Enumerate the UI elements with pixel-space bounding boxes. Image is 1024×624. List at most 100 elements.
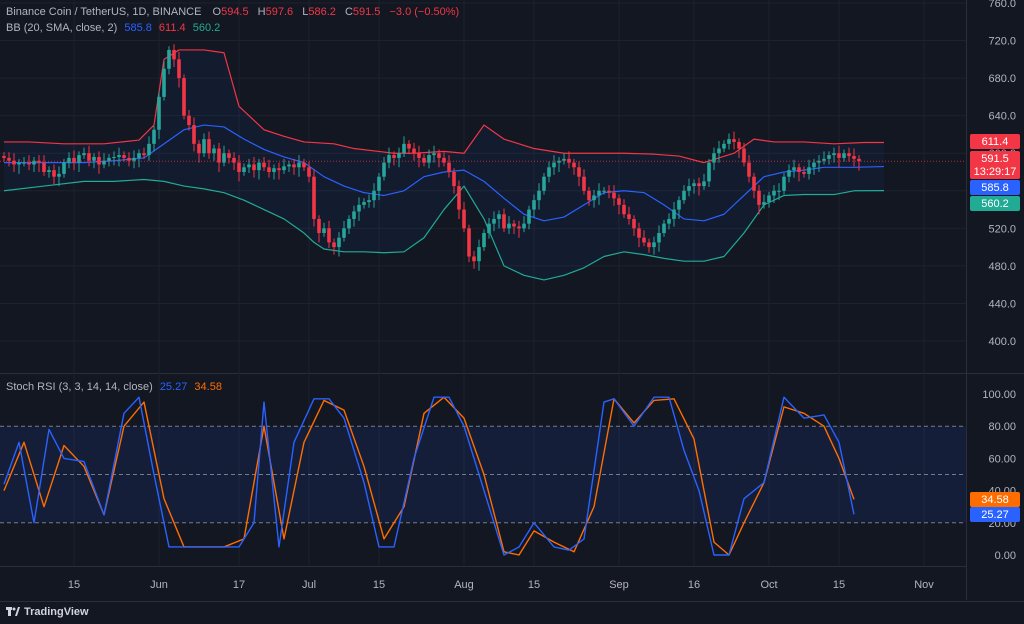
candle-body bbox=[762, 202, 766, 205]
stoch-d-tag: 34.58 bbox=[970, 492, 1020, 507]
candle-body bbox=[197, 143, 201, 154]
candle-body bbox=[827, 155, 831, 159]
last-price-tag-bg bbox=[970, 151, 1020, 179]
candle-body bbox=[237, 162, 241, 172]
time-tick-label: 16 bbox=[688, 579, 700, 591]
close-value: 591.5 bbox=[352, 6, 381, 18]
time-tick-label: 15 bbox=[68, 579, 80, 591]
candle-body bbox=[87, 153, 91, 161]
candle-body bbox=[2, 156, 6, 158]
candle-body bbox=[452, 172, 456, 187]
candle-body bbox=[277, 168, 281, 171]
candle-body bbox=[442, 157, 446, 163]
stoch-rsi-label: Stoch RSI (3, 3, 14, 14, close) bbox=[6, 381, 153, 393]
candle-body bbox=[582, 176, 586, 191]
candle-body bbox=[307, 167, 311, 177]
bb-legend: BB (20, SMA, close, 2) 585.8 611.4 560.2 bbox=[6, 21, 220, 35]
last-price-tag-text: 591.5 bbox=[981, 153, 1009, 165]
candle-body bbox=[32, 160, 36, 165]
candle-body bbox=[832, 153, 836, 156]
candle-body bbox=[402, 143, 406, 154]
candle-body bbox=[717, 148, 721, 154]
candle-body bbox=[372, 190, 376, 201]
tradingview-brand[interactable]: TradingView bbox=[6, 606, 89, 618]
candle-body bbox=[597, 190, 601, 196]
candle-body bbox=[802, 172, 806, 174]
candle-body bbox=[67, 157, 71, 163]
candle-body bbox=[607, 190, 611, 193]
candle-body bbox=[42, 162, 46, 172]
price-tick-label: 440.0 bbox=[988, 298, 1016, 310]
candle-body bbox=[257, 162, 261, 171]
price-tick-label: 400.0 bbox=[988, 336, 1016, 348]
candle-body bbox=[182, 78, 186, 116]
stoch-d-value: 34.58 bbox=[194, 381, 222, 393]
basis-tag-text: 585.8 bbox=[981, 182, 1009, 194]
candle-body bbox=[642, 237, 646, 243]
candle-body bbox=[7, 157, 11, 161]
candle-body bbox=[542, 176, 546, 191]
candle-body bbox=[12, 160, 16, 165]
candle-body bbox=[547, 167, 551, 177]
candle-body bbox=[477, 247, 481, 262]
price-tick-label: 520.0 bbox=[988, 223, 1016, 235]
stoch-d-tag-text: 34.58 bbox=[981, 494, 1009, 506]
candle-body bbox=[617, 198, 621, 205]
price-tick-label: 760.0 bbox=[988, 0, 1016, 10]
lower-band-tag: 560.2 bbox=[970, 196, 1020, 211]
low-label: L bbox=[302, 6, 309, 18]
candle-body bbox=[682, 190, 686, 201]
candle-body bbox=[667, 218, 671, 224]
candle-body bbox=[202, 139, 206, 154]
candle-body bbox=[487, 223, 491, 234]
candle-body bbox=[567, 158, 571, 163]
candles-group bbox=[2, 44, 861, 271]
open-value: 594.5 bbox=[221, 6, 249, 18]
candle-body bbox=[437, 153, 441, 158]
symbol-legend: Binance Coin / TetherUS, 1D, BINANCE O59… bbox=[6, 5, 459, 19]
stoch-k-value: 25.27 bbox=[159, 381, 188, 393]
candle-body bbox=[592, 195, 596, 201]
time-tick-label: 15 bbox=[528, 579, 540, 591]
candle-body bbox=[662, 223, 666, 234]
candle-body bbox=[737, 141, 741, 149]
candle-body bbox=[532, 200, 536, 210]
candle-body bbox=[337, 237, 341, 248]
candle-body bbox=[587, 190, 591, 201]
candle-body bbox=[472, 256, 476, 262]
price-tick-label: 480.0 bbox=[988, 261, 1016, 273]
candle-body bbox=[172, 49, 176, 60]
candle-body bbox=[792, 167, 796, 171]
candle-body bbox=[392, 155, 396, 158]
candle-body bbox=[162, 68, 166, 97]
candle-body bbox=[447, 162, 451, 172]
stoch-k-tag-text: 25.27 bbox=[981, 509, 1009, 521]
candle-body bbox=[497, 214, 501, 219]
candle-body bbox=[837, 153, 841, 158]
candle-body bbox=[252, 164, 256, 171]
candle-body bbox=[102, 160, 106, 165]
candle-body bbox=[312, 176, 316, 219]
candle-body bbox=[212, 148, 216, 154]
time-tick-label: Jul bbox=[302, 579, 316, 591]
stoch-tick-label: 80.00 bbox=[988, 421, 1016, 433]
candle-body bbox=[427, 155, 431, 163]
candle-body bbox=[812, 162, 816, 168]
candle-body bbox=[467, 228, 471, 257]
time-tick-label: Sep bbox=[609, 579, 629, 591]
candle-body bbox=[127, 157, 131, 161]
candle-body bbox=[732, 139, 736, 142]
bb-upper-value: 611.4 bbox=[158, 22, 186, 34]
candle-body bbox=[327, 228, 331, 243]
change-value: −3.0 (−0.50%) bbox=[389, 6, 460, 18]
lower-band-tag-text: 560.2 bbox=[981, 198, 1009, 210]
candle-body bbox=[222, 153, 226, 163]
candle-body bbox=[787, 170, 791, 177]
candle-body bbox=[112, 156, 116, 158]
candle-body bbox=[302, 162, 306, 168]
candle-body bbox=[407, 143, 411, 149]
candle-body bbox=[322, 228, 326, 234]
candle-body bbox=[612, 192, 616, 199]
candle-body bbox=[857, 158, 861, 162]
